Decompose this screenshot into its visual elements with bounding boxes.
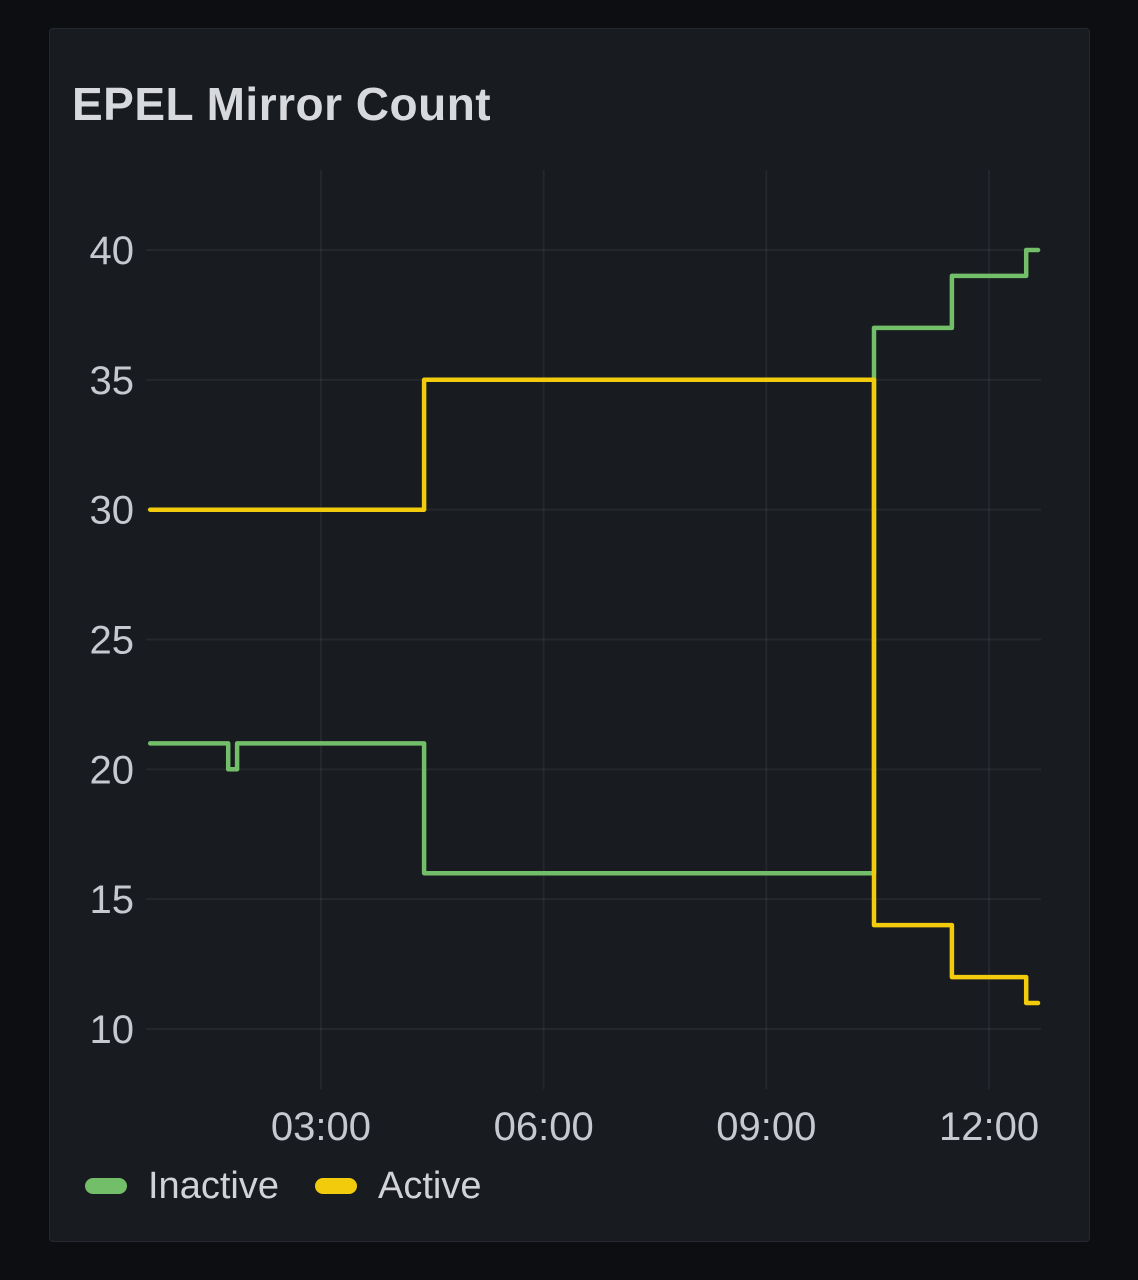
x-axis-tick-labels: 03:00 06:00 09:00 12:00	[271, 1105, 1039, 1149]
y-tick-label: 15	[90, 878, 135, 922]
time-series-chart: 10 15 20 25 30 35 40 03:00 06:00 09:00 12:00	[90, 170, 1041, 1149]
x-tick-label: 06:00	[494, 1105, 594, 1149]
y-tick-label: 10	[90, 1008, 135, 1052]
chart-canvas[interactable]: 10 15 20 25 30 35 40 03:00 06:00 09:00 12:00	[50, 29, 1089, 1241]
x-tick-label: 12:00	[939, 1105, 1039, 1149]
y-tick-label: 20	[90, 748, 135, 792]
legend-swatch-active	[314, 1178, 357, 1194]
x-tick-label: 03:00	[271, 1105, 371, 1149]
legend-label: Active	[377, 1165, 482, 1207]
legend-swatch-inactive	[85, 1178, 127, 1194]
y-axis-tick-labels: 10 15 20 25 30 35 40	[90, 229, 135, 1052]
grid-lines	[146, 170, 1041, 1089]
series-line-inactive	[147, 247, 1041, 876]
epel-mirror-count-panel: 10 15 20 25 30 35 40 03:00 06:00 09:00 12:00 EPEL …	[49, 28, 1090, 1242]
panel-title[interactable]: EPEL Mirror Count	[72, 78, 492, 130]
y-tick-label: 35	[90, 359, 135, 403]
y-tick-label: 40	[90, 229, 135, 273]
x-tick-label: 09:00	[716, 1105, 816, 1149]
y-tick-label: 30	[90, 489, 135, 533]
y-tick-label: 25	[90, 618, 135, 662]
series-line-active	[147, 377, 1041, 1006]
legend-item-active[interactable]: Active	[314, 1165, 482, 1207]
legend-label: Inactive	[148, 1165, 279, 1207]
legend-item-inactive[interactable]: Inactive	[85, 1167, 279, 1205]
chart-legend: Inactive Active	[85, 1167, 481, 1205]
